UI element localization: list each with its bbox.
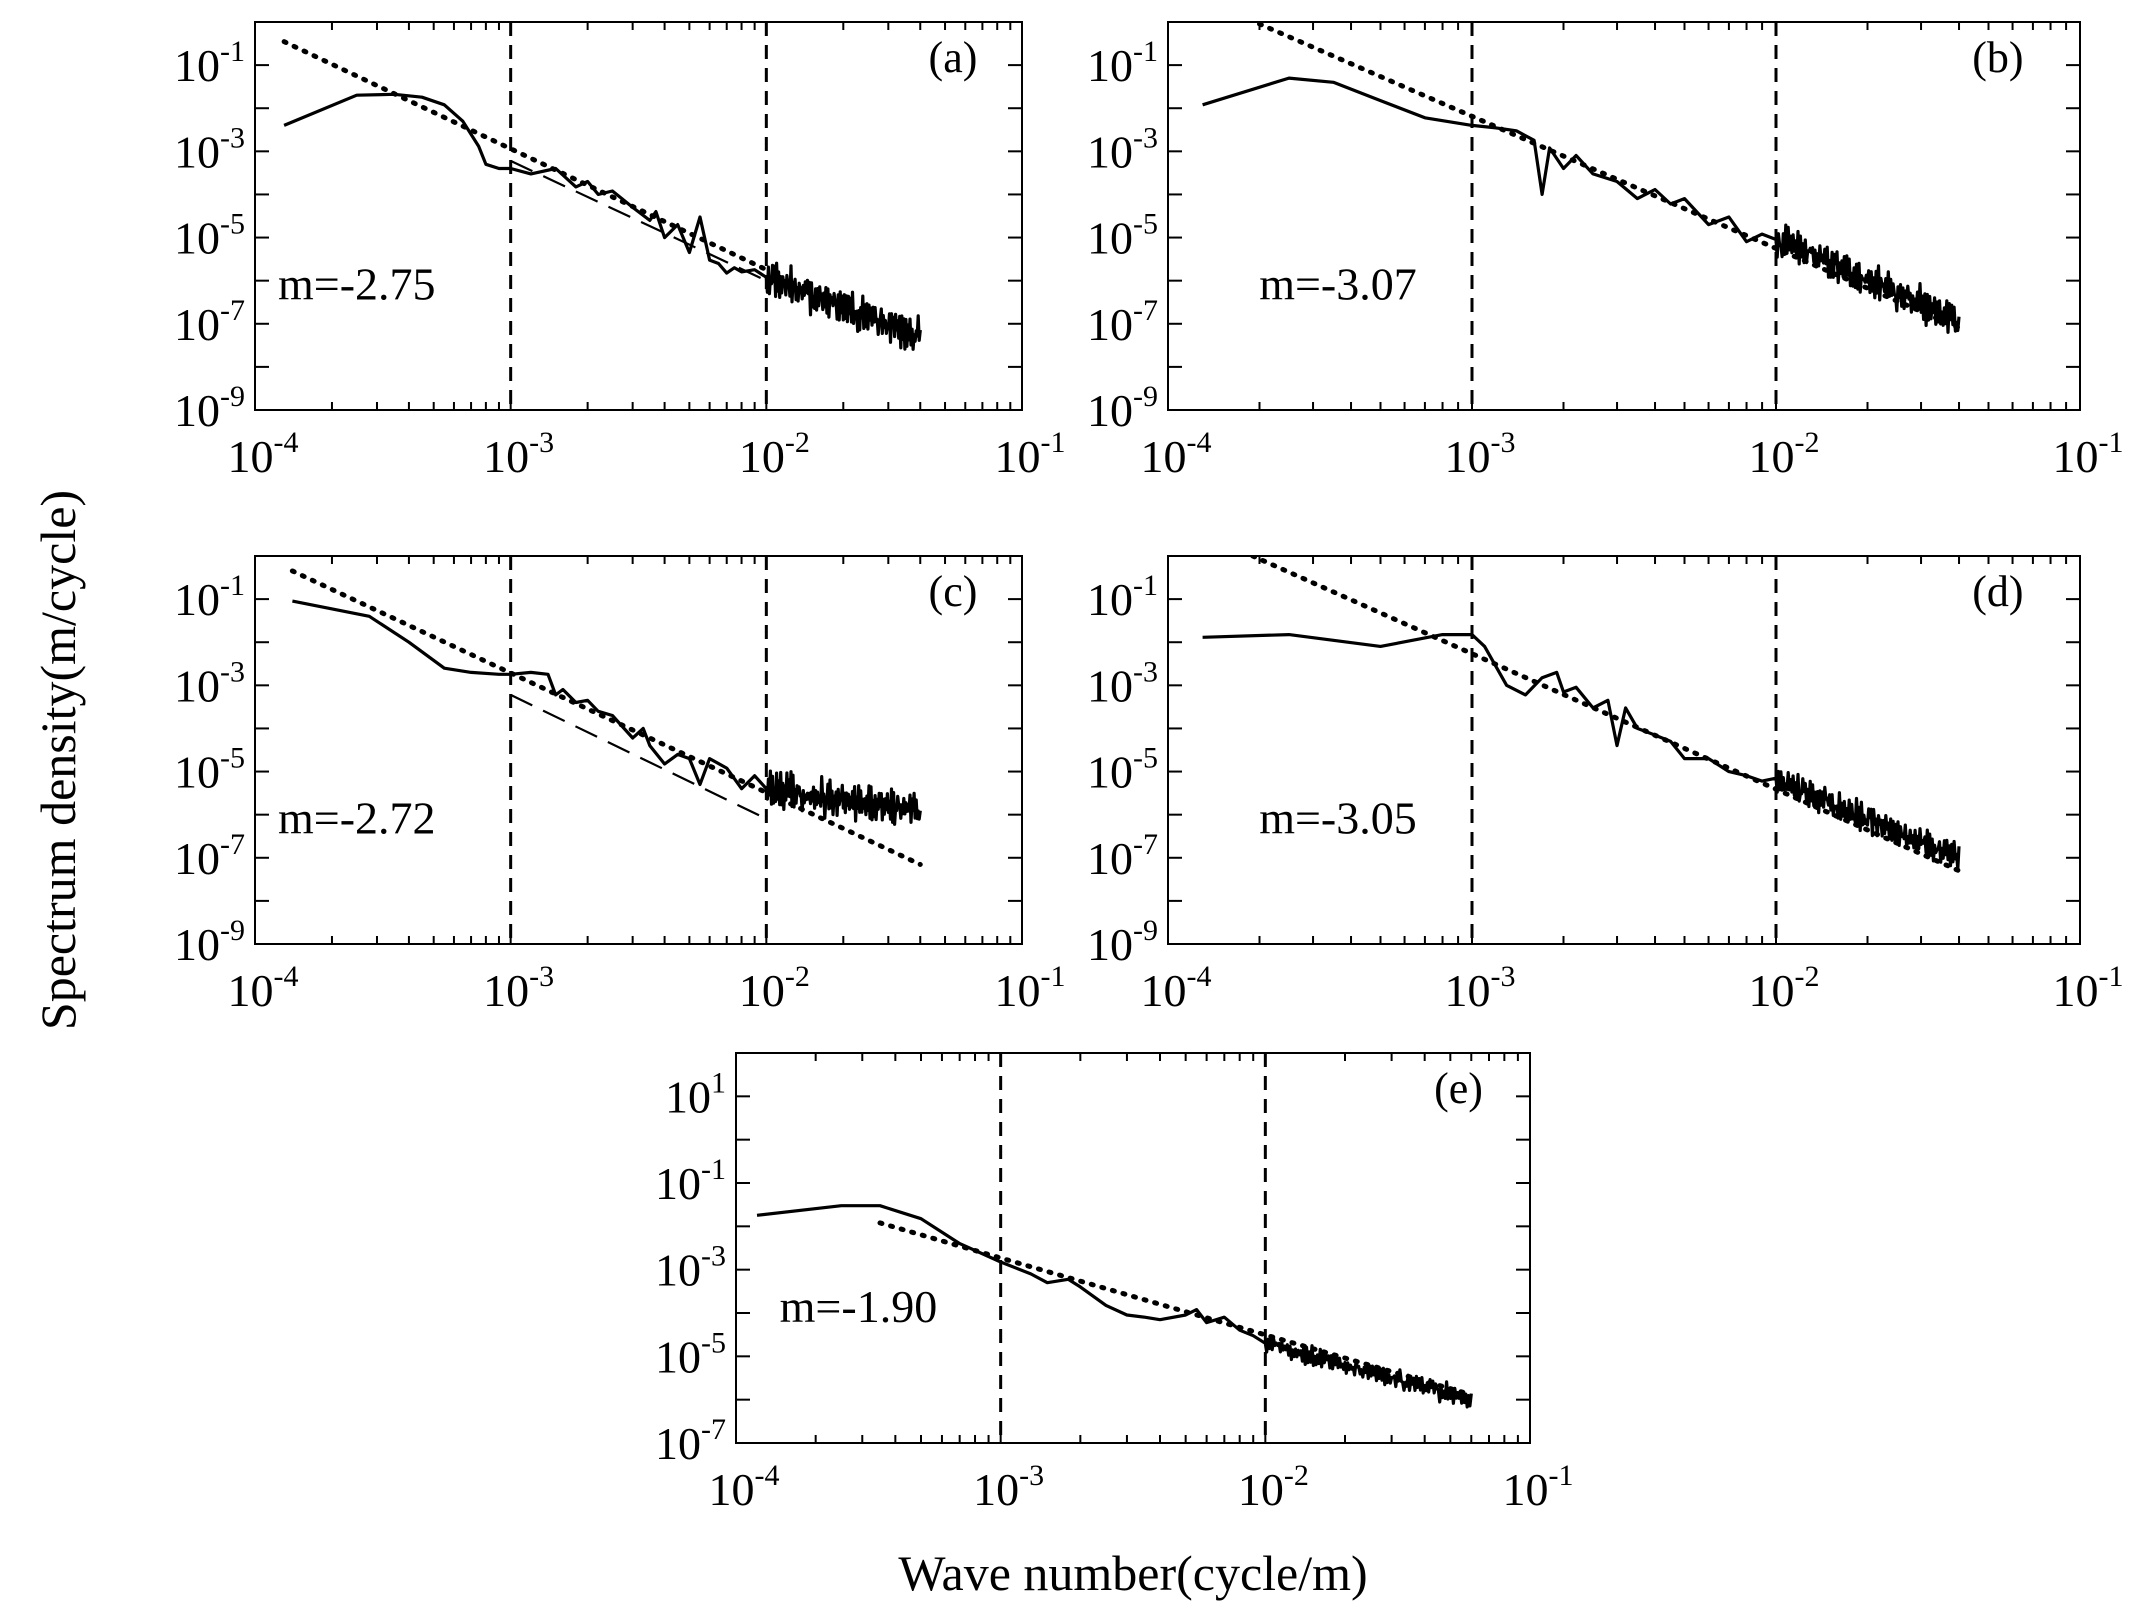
x-tick-label: 10-3 — [483, 426, 554, 482]
panel-label: (a) — [929, 33, 978, 82]
plot-area-e — [756, 1053, 1474, 1443]
y-tick-label: 10-3 — [174, 655, 245, 711]
axes-box-b — [1167, 21, 2081, 411]
fit-line-dotted — [1250, 556, 1962, 874]
fit-line-dotted — [281, 39, 769, 273]
x-tick-label: 10-1 — [2053, 426, 2124, 482]
fit-line-dashed — [510, 159, 767, 282]
y-axis-label: Spectrum density(m/cycle) — [30, 490, 86, 1030]
axes-box-a — [254, 21, 1023, 411]
slope-label: m=-2.72 — [278, 792, 436, 843]
spectrum-line — [292, 599, 922, 826]
panel-c: 10-4 10-3 10-2 10-1 10-9 10-7 10-5 10-3 10-1 (c) m… — [174, 555, 1066, 1016]
plot-area-c — [289, 556, 923, 944]
axes-box-d — [1167, 555, 2081, 945]
panels-container: 10-4 10-3 10-2 10-1 10-9 10-7 10-5 10-3 10-1 (a) m… — [174, 21, 2124, 1515]
x-tick-label: 10-2 — [739, 426, 810, 482]
x-tick-label: 10-2 — [1238, 1459, 1309, 1515]
x-tick-label: 10-1 — [1503, 1459, 1574, 1515]
slope-label: m=-2.75 — [278, 258, 436, 309]
y-tick-label: 10-7 — [174, 294, 245, 350]
y-tick-label: 10-5 — [1087, 742, 1158, 798]
y-tick-label: 10-1 — [1087, 569, 1158, 625]
y-tick-label: 10-1 — [174, 35, 245, 91]
spectrum-line — [1202, 76, 1961, 334]
panel-d: 10-4 10-3 10-2 10-1 10-9 10-7 10-5 10-3 10-1 (d) m… — [1087, 555, 2124, 1016]
x-tick-label: 10-3 — [1445, 426, 1516, 482]
y-tick-label: 10-9 — [1087, 380, 1158, 436]
y-tick-label: 10-1 — [1087, 35, 1158, 91]
y-tick-label: 10-9 — [1087, 914, 1158, 970]
x-tick-label: 10-2 — [739, 960, 810, 1016]
x-tick-label: 10-2 — [1749, 960, 1820, 1016]
axes-box-c — [254, 555, 1023, 945]
y-tick-label: 10-1 — [174, 569, 245, 625]
y-tick-label: 10-3 — [174, 121, 245, 177]
x-tick-label: 10-4 — [228, 426, 299, 482]
y-tick-label: 10-9 — [174, 914, 245, 970]
y-tick-label: 101 — [665, 1066, 726, 1122]
x-tick-label: 10-4 — [709, 1459, 780, 1515]
slope-label: m=-3.05 — [1259, 792, 1417, 843]
y-tick-label: 10-5 — [174, 208, 245, 264]
x-tick-label: 10-4 — [1141, 960, 1212, 1016]
panel-b: 10-4 10-3 10-2 10-1 10-9 10-7 10-5 10-3 10-1 (b) m… — [1087, 21, 2124, 482]
panel-label: (e) — [1434, 1064, 1483, 1113]
panel-e: 10-4 10-3 10-2 10-1 10-7 10-5 10-3 10-1 101 (e) m=… — [655, 1052, 1574, 1515]
x-tick-label: 10-1 — [995, 426, 1066, 482]
x-tick-label: 10-1 — [2053, 960, 2124, 1016]
panel-a: 10-4 10-3 10-2 10-1 10-9 10-7 10-5 10-3 10-1 (a) m… — [174, 21, 1066, 482]
axes-box-e — [735, 1052, 1531, 1444]
x-tick-label: 10-2 — [1749, 426, 1820, 482]
y-tick-label: 10-5 — [655, 1326, 726, 1382]
y-tick-label: 10-1 — [655, 1153, 726, 1209]
x-tick-label: 10-3 — [483, 960, 554, 1016]
y-tick-label: 10-3 — [655, 1240, 726, 1296]
y-tick-label: 10-7 — [1087, 294, 1158, 350]
spectrum-line — [1202, 632, 1961, 871]
x-axis-label: Wave number(cycle/m) — [898, 1545, 1367, 1601]
y-tick-label: 10-7 — [174, 828, 245, 884]
x-tick-label: 10-4 — [1141, 426, 1212, 482]
y-tick-label: 10-7 — [655, 1413, 726, 1469]
slope-label: m=-1.90 — [780, 1281, 938, 1332]
x-tick-label: 10-3 — [973, 1459, 1044, 1515]
y-tick-label: 10-5 — [1087, 208, 1158, 264]
spectrum-line — [283, 92, 922, 351]
x-tick-label: 10-1 — [995, 960, 1066, 1016]
y-tick-label: 10-3 — [1087, 655, 1158, 711]
y-tick-label: 10-5 — [174, 742, 245, 798]
x-tick-label: 10-3 — [1445, 960, 1516, 1016]
spectrum-line — [756, 1204, 1473, 1409]
panel-label: (c) — [929, 567, 978, 616]
plot-area-d — [1202, 556, 1962, 944]
panel-label: (d) — [1972, 567, 2023, 616]
panel-label: (b) — [1972, 33, 2023, 82]
plot-area-a — [281, 22, 922, 410]
plot-area-b — [1202, 22, 1962, 410]
slope-label: m=-3.07 — [1259, 258, 1417, 309]
x-tick-label: 10-4 — [228, 960, 299, 1016]
y-tick-label: 10-9 — [174, 380, 245, 436]
y-tick-label: 10-7 — [1087, 828, 1158, 884]
fit-line-dashed — [510, 693, 767, 820]
y-tick-label: 10-3 — [1087, 121, 1158, 177]
